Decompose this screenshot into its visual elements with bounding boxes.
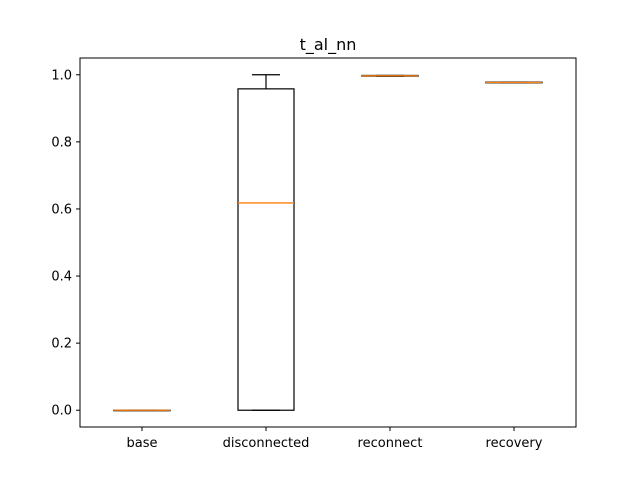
axes-frame xyxy=(79,57,577,428)
x-tick-label: recovery xyxy=(486,436,543,451)
box-recovery xyxy=(485,81,543,84)
y-tick-label: 0.0 xyxy=(51,404,72,419)
y-tick-label: 1.0 xyxy=(51,68,72,83)
x-tick-label: base xyxy=(127,436,158,451)
y-tick-label: 0.2 xyxy=(51,337,72,352)
box-iqr xyxy=(237,88,295,411)
x-tick-label: disconnected xyxy=(223,436,310,451)
x-tick-label: reconnect xyxy=(358,436,423,451)
axes: 0.0 0.2 0.4 0.6 0.8 1.0 base disconnected reconn… xyxy=(51,57,577,451)
box-reconnect xyxy=(361,74,419,77)
y-tick-label: 0.6 xyxy=(51,202,72,217)
box-base xyxy=(113,409,171,412)
y-tick-label: 0.4 xyxy=(51,270,72,285)
box-disconnected xyxy=(237,74,295,411)
plot-area xyxy=(113,74,543,412)
chart-title: t_al_nn xyxy=(300,35,357,55)
y-tick-label: 0.8 xyxy=(51,135,72,150)
